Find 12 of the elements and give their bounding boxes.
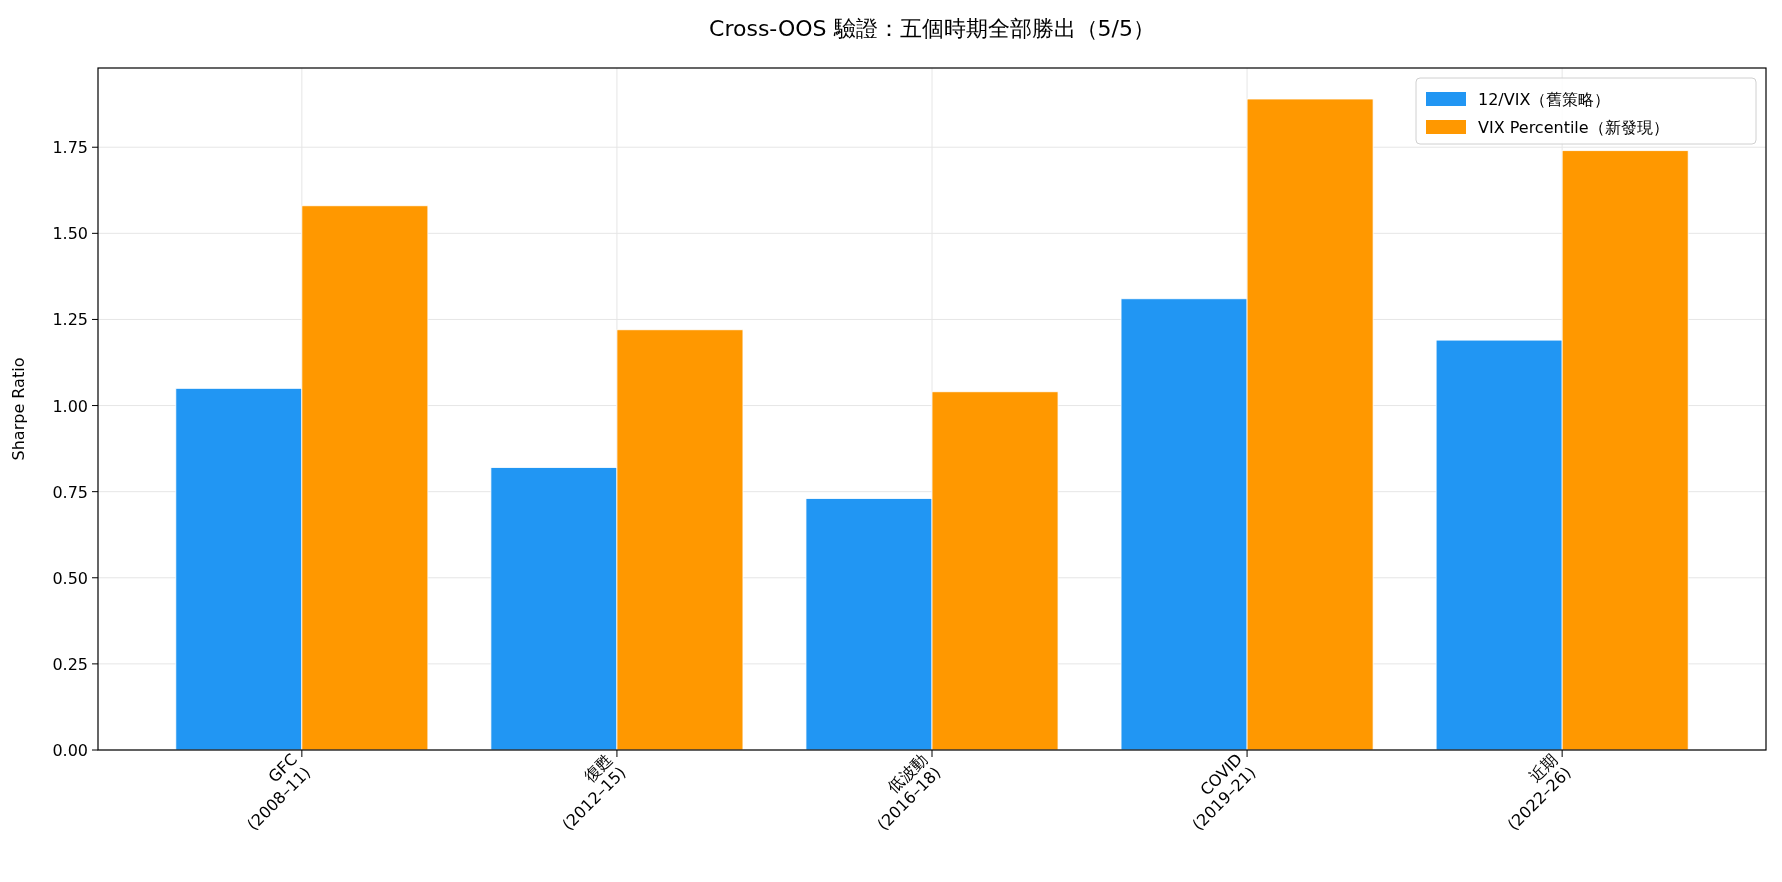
legend-label: VIX Percentile（新發現） <box>1478 118 1669 137</box>
y-tick-label: 1.75 <box>52 138 88 158</box>
chart-title: Cross-OOS 驗證：五個時期全部勝出（5/5） <box>709 16 1155 41</box>
y-axis-title: Sharpe Ratio <box>9 357 28 461</box>
y-tick-label: 1.25 <box>52 310 88 330</box>
y-tick-label: 0.25 <box>52 654 88 674</box>
y-tick-label: 1.50 <box>52 224 88 244</box>
legend-label: 12/VIX（舊策略） <box>1478 90 1611 109</box>
y-tick-label: 1.00 <box>52 396 88 416</box>
y-tick-label: 0.75 <box>52 482 88 502</box>
y-tick-label: 0.50 <box>52 568 88 588</box>
y-tick-label: 0.00 <box>52 741 88 760</box>
